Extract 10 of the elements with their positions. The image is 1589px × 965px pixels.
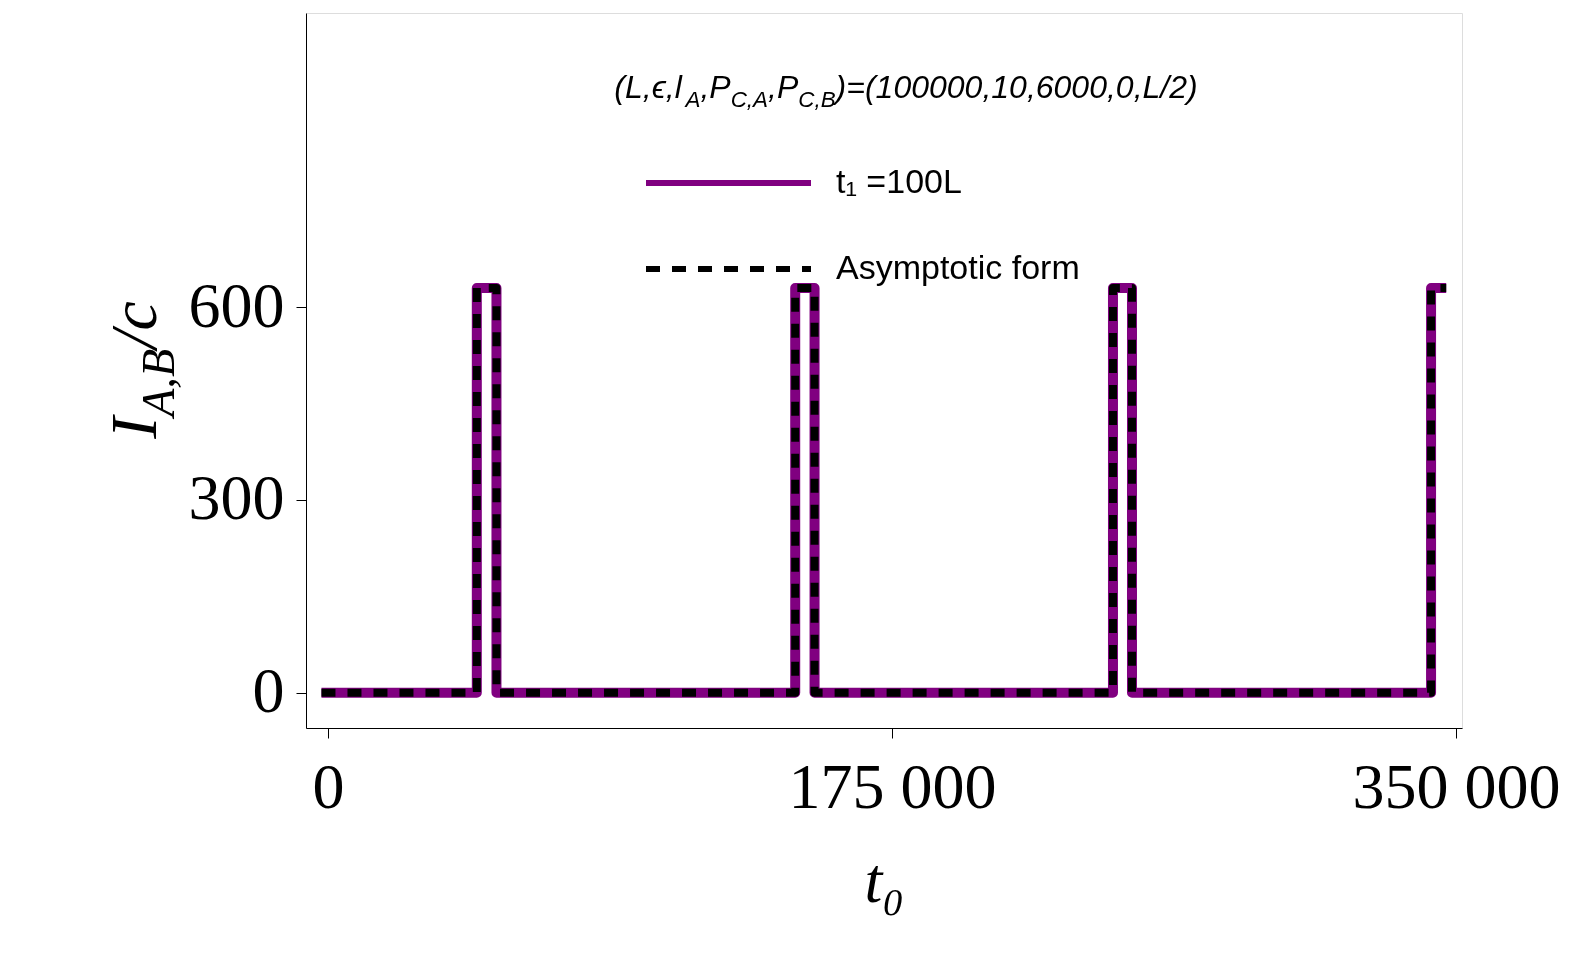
x-tick-label: 0 bbox=[312, 750, 345, 822]
y-tick-label: 0 bbox=[252, 655, 285, 727]
y-axis-title: IA,B/c bbox=[97, 301, 185, 440]
legend-label: Asymptotic form bbox=[836, 248, 1080, 286]
x-axis-title: t₀ bbox=[864, 844, 905, 916]
x-tick-label: 175 000 bbox=[788, 750, 997, 822]
y-tick-label: 600 bbox=[188, 269, 285, 341]
y-tick-label: 300 bbox=[188, 462, 285, 534]
x-tick-label: 350 000 bbox=[1352, 750, 1561, 822]
legend-label: t₁ =100L bbox=[836, 162, 962, 200]
